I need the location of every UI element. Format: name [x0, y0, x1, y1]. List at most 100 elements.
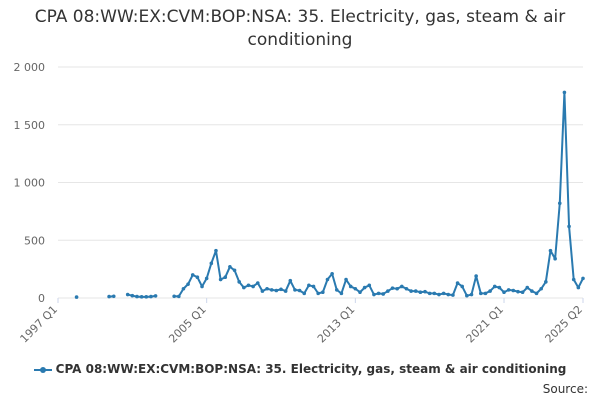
data-point[interactable] [465, 293, 469, 298]
data-point[interactable] [195, 275, 200, 280]
data-point[interactable] [190, 273, 195, 277]
data-point[interactable] [139, 295, 144, 299]
data-point[interactable] [130, 293, 135, 298]
data-point[interactable] [497, 285, 502, 290]
data-point[interactable] [269, 288, 274, 292]
data-point[interactable] [74, 295, 79, 299]
data-point[interactable] [265, 286, 269, 291]
data-point[interactable] [293, 288, 297, 292]
data-point[interactable] [571, 277, 576, 282]
data-point[interactable] [390, 286, 395, 290]
data-point[interactable] [506, 288, 511, 292]
data-point[interactable] [172, 294, 176, 299]
data-point[interactable] [539, 286, 543, 291]
data-point[interactable] [334, 288, 339, 292]
data-point[interactable] [274, 288, 279, 293]
data-point[interactable] [446, 292, 451, 297]
data-point[interactable] [237, 280, 241, 284]
data-point[interactable] [502, 290, 506, 295]
data-point[interactable] [562, 90, 567, 95]
data-point[interactable] [451, 293, 455, 297]
data-point[interactable] [251, 284, 255, 289]
data-point[interactable] [376, 291, 381, 296]
data-point[interactable] [386, 289, 390, 293]
data-point[interactable] [409, 289, 413, 293]
data-point[interactable] [288, 278, 293, 283]
data-point[interactable] [204, 276, 209, 281]
data-point[interactable] [149, 294, 153, 299]
data-point[interactable] [460, 284, 465, 289]
data-point[interactable] [469, 292, 474, 297]
legend[interactable]: CPA 08:WW:EX:CVM:BOP:NSA: 35. Electricit… [0, 362, 600, 376]
data-point[interactable] [567, 224, 571, 229]
data-point[interactable] [530, 289, 534, 293]
data-point[interactable] [404, 286, 409, 291]
data-point[interactable] [307, 283, 311, 288]
data-point[interactable] [260, 289, 265, 293]
data-point[interactable] [153, 294, 158, 298]
data-point[interactable] [297, 288, 302, 293]
data-point[interactable] [344, 277, 348, 282]
data-point[interactable] [311, 284, 316, 289]
data-point[interactable] [548, 248, 553, 253]
data-point[interactable] [302, 291, 307, 296]
data-point[interactable] [576, 285, 581, 290]
data-point[interactable] [144, 295, 149, 299]
data-point[interactable] [228, 265, 232, 269]
data-point[interactable] [200, 284, 204, 289]
data-point[interactable] [325, 277, 330, 282]
data-point[interactable] [186, 282, 190, 286]
data-point[interactable] [478, 291, 483, 296]
data-point[interactable] [418, 290, 423, 295]
data-point[interactable] [348, 284, 353, 289]
data-point[interactable] [111, 294, 116, 299]
data-point[interactable] [534, 291, 539, 296]
data-point[interactable] [255, 281, 260, 285]
data-point[interactable] [242, 285, 246, 290]
data-point[interactable] [581, 276, 585, 281]
data-point[interactable] [353, 286, 358, 291]
data-point[interactable] [423, 289, 427, 294]
data-point[interactable] [400, 284, 404, 289]
data-point[interactable] [181, 286, 186, 291]
data-point[interactable] [316, 291, 320, 296]
data-point[interactable] [125, 292, 130, 297]
data-point[interactable] [557, 201, 562, 206]
data-point[interactable] [488, 289, 492, 293]
data-point[interactable] [483, 291, 488, 296]
data-point[interactable] [321, 290, 325, 295]
data-point[interactable] [520, 290, 525, 295]
data-point[interactable] [246, 283, 251, 288]
data-point[interactable] [232, 268, 237, 273]
data-point[interactable] [362, 285, 367, 290]
data-point[interactable] [525, 285, 530, 290]
data-point[interactable] [209, 261, 214, 266]
data-point[interactable] [427, 291, 432, 296]
data-point[interactable] [432, 291, 437, 296]
data-point[interactable] [492, 284, 497, 289]
data-point[interactable] [330, 271, 334, 276]
data-point[interactable] [372, 292, 376, 297]
data-point[interactable] [474, 274, 478, 278]
data-point[interactable] [544, 280, 548, 284]
data-point[interactable] [367, 283, 372, 288]
data-point[interactable] [516, 289, 520, 294]
data-point[interactable] [437, 292, 441, 297]
data-point[interactable] [395, 286, 399, 291]
data-point[interactable] [218, 277, 223, 282]
data-point[interactable] [413, 289, 418, 293]
data-point[interactable] [553, 256, 557, 261]
data-point[interactable] [135, 294, 139, 299]
data-point[interactable] [358, 290, 362, 295]
data-point[interactable] [223, 275, 228, 280]
data-point[interactable] [455, 281, 460, 285]
data-point[interactable] [381, 292, 386, 296]
data-point[interactable] [339, 291, 344, 296]
data-point[interactable] [214, 248, 218, 253]
data-point[interactable] [279, 287, 283, 292]
data-point[interactable] [283, 289, 288, 293]
data-point[interactable] [107, 294, 111, 299]
data-point[interactable] [177, 294, 181, 299]
data-point[interactable] [511, 288, 516, 293]
data-point[interactable] [441, 291, 446, 296]
